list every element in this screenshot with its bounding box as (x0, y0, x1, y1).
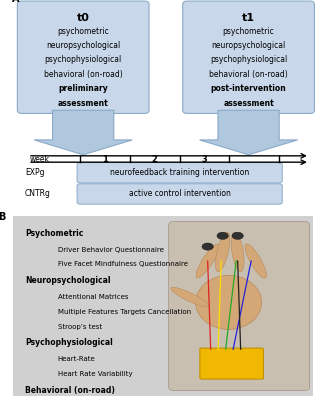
Text: Psychometric: Psychometric (25, 228, 83, 238)
Text: Heart-Rate: Heart-Rate (58, 356, 95, 362)
Ellipse shape (245, 244, 266, 278)
Text: Neuropsychological: Neuropsychological (25, 276, 110, 285)
Ellipse shape (196, 244, 219, 278)
Text: psychophysiological: psychophysiological (210, 55, 287, 64)
Text: preliminary: preliminary (58, 84, 108, 93)
Text: 3: 3 (202, 154, 207, 164)
Text: Attentional Matrices: Attentional Matrices (58, 294, 128, 300)
Text: behavioral (on-road): behavioral (on-road) (44, 70, 122, 79)
Text: behavioral (on-road): behavioral (on-road) (209, 70, 288, 79)
Polygon shape (200, 110, 298, 155)
Text: 2: 2 (152, 154, 158, 164)
Text: neuropsychological: neuropsychological (46, 41, 120, 50)
Text: Heart Rate Variability: Heart Rate Variability (58, 371, 132, 377)
FancyBboxPatch shape (200, 348, 263, 379)
Text: psychophysiological: psychophysiological (45, 55, 122, 64)
Text: t0: t0 (77, 13, 90, 23)
Text: A: A (12, 0, 19, 4)
Polygon shape (34, 110, 132, 155)
Text: active control intervention: active control intervention (129, 190, 231, 198)
Text: 1: 1 (102, 154, 108, 164)
Text: assessment: assessment (223, 98, 274, 108)
Text: t1: t1 (242, 13, 255, 23)
Ellipse shape (217, 232, 228, 239)
FancyBboxPatch shape (17, 1, 149, 114)
FancyBboxPatch shape (77, 184, 282, 204)
Text: CNTRg: CNTRg (25, 190, 51, 198)
Text: psychometric: psychometric (223, 26, 274, 36)
Ellipse shape (215, 232, 230, 272)
Text: neuropsychological: neuropsychological (211, 41, 286, 50)
Ellipse shape (196, 275, 262, 330)
Text: Stroop’s test: Stroop’s test (58, 324, 102, 330)
Text: Behavioral (on-road): Behavioral (on-road) (25, 386, 115, 395)
FancyBboxPatch shape (183, 1, 315, 114)
Text: post-intervention: post-intervention (211, 84, 286, 93)
Text: Five Facet Mindfulness Questionnaire: Five Facet Mindfulness Questionnaire (58, 261, 188, 267)
Text: Multiple Features Targets Cancellation: Multiple Features Targets Cancellation (58, 309, 191, 315)
Text: psychometric: psychometric (57, 26, 109, 36)
Text: Driver Behavior Questionnaire: Driver Behavior Questionnaire (58, 246, 164, 253)
Ellipse shape (232, 232, 243, 239)
Ellipse shape (231, 232, 244, 272)
Text: week: week (30, 154, 49, 164)
Text: neurofeedback training intervention: neurofeedback training intervention (110, 168, 249, 177)
Text: B: B (0, 212, 5, 222)
FancyBboxPatch shape (77, 163, 282, 183)
Text: Psychophysiological: Psychophysiological (25, 338, 113, 347)
Text: EXPg: EXPg (25, 168, 45, 177)
Ellipse shape (202, 243, 213, 250)
Text: assessment: assessment (58, 98, 108, 108)
FancyBboxPatch shape (169, 221, 310, 390)
FancyBboxPatch shape (1, 212, 319, 400)
Ellipse shape (171, 287, 208, 307)
